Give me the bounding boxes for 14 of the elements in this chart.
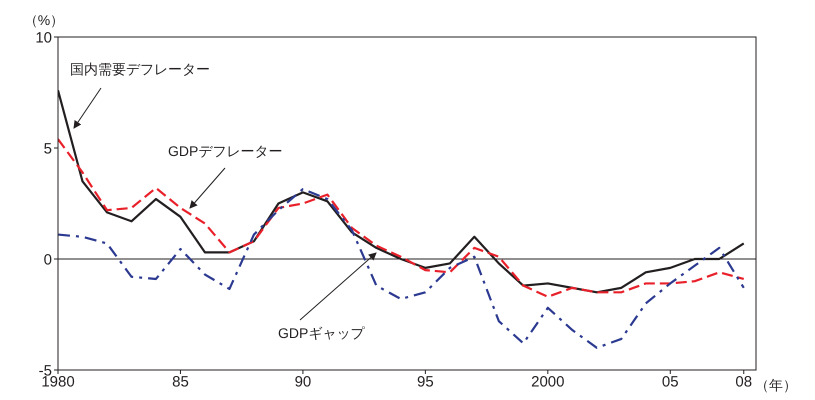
- x-tick-label: 85: [172, 374, 189, 391]
- x-tick-label: 08: [735, 374, 752, 391]
- text: GDPデフレーター: [168, 143, 282, 159]
- series-label: 国内需要デフレーター: [70, 61, 210, 77]
- text: GDPギャップ: [278, 325, 366, 341]
- x-tick-label: 90: [294, 374, 312, 391]
- x-tick-label: 05: [662, 374, 679, 391]
- x-axis-title: （年）: [755, 377, 797, 393]
- y-tick-label: 5: [44, 140, 52, 158]
- y-tick-label: 0: [44, 251, 52, 268]
- y-tick-label: 10: [35, 29, 52, 46]
- x-tick-label: 95: [417, 374, 434, 391]
- y-axis-title: （%）: [24, 12, 64, 28]
- x-tick-label: 2000: [531, 374, 565, 391]
